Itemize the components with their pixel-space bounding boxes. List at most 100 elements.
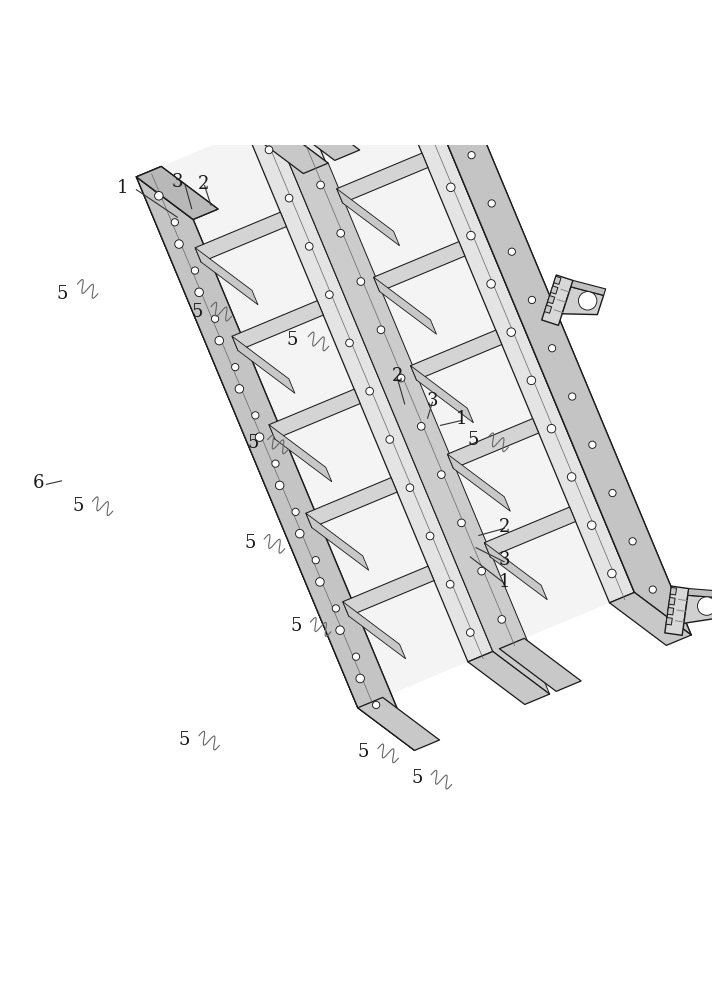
Polygon shape [670,587,677,595]
Polygon shape [665,586,689,635]
Circle shape [265,146,273,154]
Polygon shape [499,638,581,691]
Circle shape [446,183,455,192]
Circle shape [446,580,454,588]
Polygon shape [136,177,415,750]
Polygon shape [688,589,713,598]
Polygon shape [669,597,675,605]
Circle shape [357,278,364,285]
Polygon shape [448,419,539,469]
Text: 3: 3 [172,173,183,191]
Polygon shape [278,107,359,160]
Circle shape [498,616,506,623]
Polygon shape [247,121,328,174]
Text: 5: 5 [248,434,260,452]
Circle shape [191,267,198,274]
Circle shape [548,424,555,433]
Circle shape [406,87,415,95]
Circle shape [336,626,344,634]
Polygon shape [413,61,691,635]
Circle shape [326,291,333,298]
Polygon shape [684,595,713,623]
Circle shape [232,363,239,371]
Text: 6: 6 [33,474,44,492]
Circle shape [629,538,636,545]
Text: 5: 5 [287,331,298,349]
Polygon shape [319,61,366,99]
Circle shape [295,529,304,538]
Circle shape [235,385,244,393]
Circle shape [487,280,496,288]
Circle shape [305,243,313,250]
Circle shape [337,229,344,237]
Text: 5: 5 [191,303,202,321]
Circle shape [366,387,374,395]
Polygon shape [448,454,511,511]
Circle shape [426,532,434,540]
Circle shape [438,471,445,478]
Circle shape [406,484,414,492]
Circle shape [292,508,299,516]
Polygon shape [272,121,550,694]
Circle shape [548,345,555,352]
Circle shape [340,72,358,91]
Circle shape [155,192,163,200]
Polygon shape [195,248,258,305]
Circle shape [195,288,203,297]
Circle shape [458,519,466,527]
Polygon shape [339,56,371,83]
Polygon shape [548,296,555,304]
Polygon shape [269,425,332,482]
Circle shape [212,315,219,322]
Text: 5: 5 [411,769,423,787]
Circle shape [588,521,596,529]
Circle shape [468,152,475,159]
Polygon shape [484,507,575,557]
Text: 5: 5 [468,431,479,449]
Polygon shape [247,121,493,662]
Text: 2: 2 [392,367,404,385]
Circle shape [426,135,435,143]
Polygon shape [317,52,326,61]
Polygon shape [269,389,360,439]
Circle shape [507,328,515,336]
Polygon shape [666,618,672,625]
Polygon shape [610,592,691,645]
Polygon shape [550,286,558,294]
Polygon shape [667,608,674,615]
Polygon shape [554,276,561,284]
Polygon shape [343,566,434,616]
Text: 2: 2 [498,518,510,536]
Circle shape [527,376,535,385]
Circle shape [215,336,223,345]
Polygon shape [562,287,604,315]
Polygon shape [413,61,691,635]
Polygon shape [136,177,415,750]
Text: 5: 5 [290,617,302,635]
Polygon shape [306,513,369,570]
Circle shape [312,557,319,564]
Circle shape [386,436,394,443]
Text: 5: 5 [56,285,68,303]
Polygon shape [297,43,344,93]
Text: 5: 5 [358,743,369,761]
Polygon shape [388,61,635,603]
Text: 5: 5 [73,497,84,515]
Circle shape [609,489,616,497]
Text: 5: 5 [245,534,256,552]
Polygon shape [303,68,312,77]
Polygon shape [468,651,550,704]
Circle shape [171,219,178,226]
Circle shape [568,473,576,481]
Polygon shape [542,275,573,325]
Circle shape [528,296,535,304]
Circle shape [478,567,486,575]
Text: 1: 1 [116,179,128,197]
Circle shape [356,674,364,683]
Text: 2: 2 [198,175,210,193]
Circle shape [697,597,713,615]
Circle shape [332,605,339,612]
Circle shape [316,578,324,586]
Polygon shape [484,543,547,600]
Polygon shape [374,277,436,334]
